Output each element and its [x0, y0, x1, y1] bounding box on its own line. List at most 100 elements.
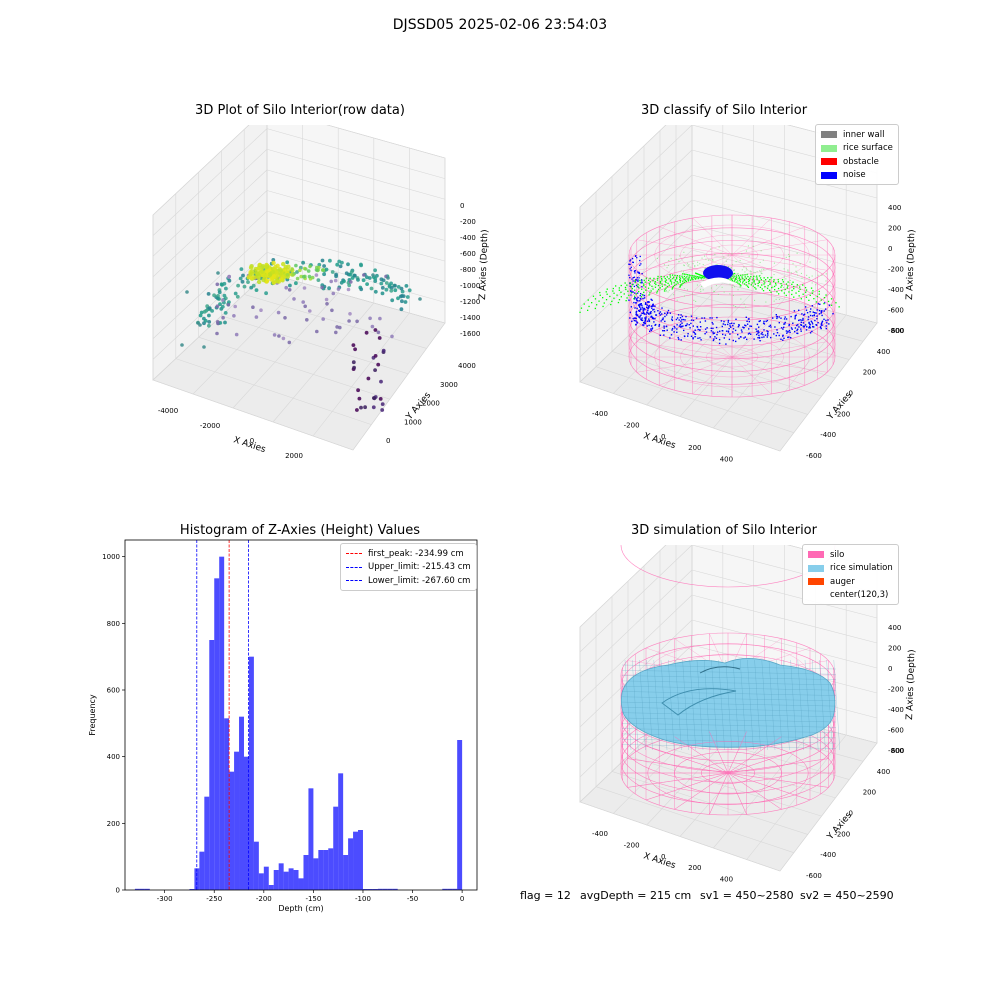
noise-point	[821, 320, 824, 322]
noise-point	[748, 318, 750, 320]
grid-line	[691, 569, 878, 619]
noise-point	[776, 316, 778, 318]
grid-line	[691, 149, 878, 199]
histogram-bar	[144, 888, 150, 890]
noise-point	[832, 313, 834, 315]
noise-point	[669, 337, 671, 339]
surface-point	[729, 283, 731, 285]
grid-line	[779, 322, 878, 452]
surface-point	[687, 279, 690, 281]
noise-point	[649, 312, 652, 315]
noise-point	[687, 333, 689, 335]
data-point	[288, 283, 292, 288]
data-point	[221, 315, 225, 320]
surface-point	[613, 297, 615, 299]
panel-4-x-label: X Axies	[642, 851, 677, 871]
surface-point	[629, 282, 631, 284]
noise-point	[650, 311, 652, 313]
noise-point	[630, 290, 632, 292]
surface-point	[625, 300, 627, 302]
legend-item-noise: noise	[821, 169, 893, 183]
data-point	[207, 306, 212, 310]
noise-point	[800, 321, 802, 323]
surface-point	[838, 306, 840, 308]
surface-point	[736, 276, 738, 278]
noise-point	[639, 255, 641, 258]
data-point	[335, 325, 339, 329]
histogram-bar	[248, 656, 254, 890]
data-point	[365, 282, 369, 286]
surface-point	[747, 286, 750, 288]
data-point	[223, 320, 227, 325]
surface-point	[652, 288, 654, 290]
surface-point	[759, 277, 762, 279]
data-point	[373, 354, 378, 358]
surface-point	[618, 299, 621, 301]
silo-cap-ring	[706, 346, 758, 368]
noise-point	[704, 333, 706, 335]
histogram-bar	[139, 888, 145, 890]
tick-label: 0	[386, 437, 390, 445]
grid-line	[691, 594, 878, 644]
data-point	[255, 266, 261, 271]
noise-point	[636, 307, 638, 310]
surface-point	[620, 284, 622, 287]
surface-point	[739, 284, 741, 286]
surface-point	[628, 294, 630, 296]
surface-point	[696, 284, 698, 286]
noise-point	[809, 314, 812, 317]
noise-point	[789, 331, 791, 334]
surface-point	[755, 288, 757, 290]
noise-point	[651, 316, 653, 318]
noise-point	[664, 315, 666, 318]
data-point	[294, 281, 298, 286]
noise-point	[821, 321, 823, 324]
noise-point	[706, 327, 708, 329]
noise-point	[648, 301, 650, 303]
data-point	[290, 267, 294, 271]
noise-point	[636, 277, 638, 279]
surface-point	[741, 278, 743, 280]
surface-point	[744, 271, 746, 273]
noise-point	[692, 325, 694, 327]
surface-point	[686, 289, 688, 291]
noise-point	[694, 333, 697, 335]
surface-point	[671, 288, 673, 290]
data-point	[264, 265, 269, 270]
mesh-line	[711, 659, 718, 751]
surface-point	[643, 291, 645, 293]
noise-point	[816, 318, 818, 320]
noise-point	[665, 325, 668, 327]
data-point	[302, 286, 307, 290]
surface-point	[688, 264, 690, 266]
surface-point	[810, 287, 813, 289]
surface-point	[755, 276, 757, 278]
surface-point	[634, 295, 636, 297]
data-point	[314, 273, 319, 277]
surface-point	[690, 274, 692, 277]
surface-point	[652, 281, 654, 283]
noise-point	[825, 319, 827, 322]
data-point	[217, 290, 222, 295]
silo-ring	[620, 545, 836, 588]
histogram-bar	[457, 740, 463, 890]
surface-point	[681, 275, 683, 277]
surface-point	[710, 248, 712, 250]
noise-point	[634, 281, 636, 283]
data-point	[389, 281, 393, 286]
data-point	[233, 291, 238, 296]
noise-point	[629, 277, 631, 279]
mesh-line	[621, 670, 837, 675]
histogram-bar	[362, 889, 368, 890]
mesh-line	[653, 659, 660, 751]
mesh-line	[621, 680, 837, 686]
histogram-bar	[288, 868, 294, 890]
surface-point	[738, 277, 740, 280]
data-point	[224, 286, 228, 291]
noise-point	[631, 258, 634, 260]
noise-point	[631, 320, 633, 322]
noise-point	[650, 329, 653, 332]
surface-point	[733, 281, 735, 283]
